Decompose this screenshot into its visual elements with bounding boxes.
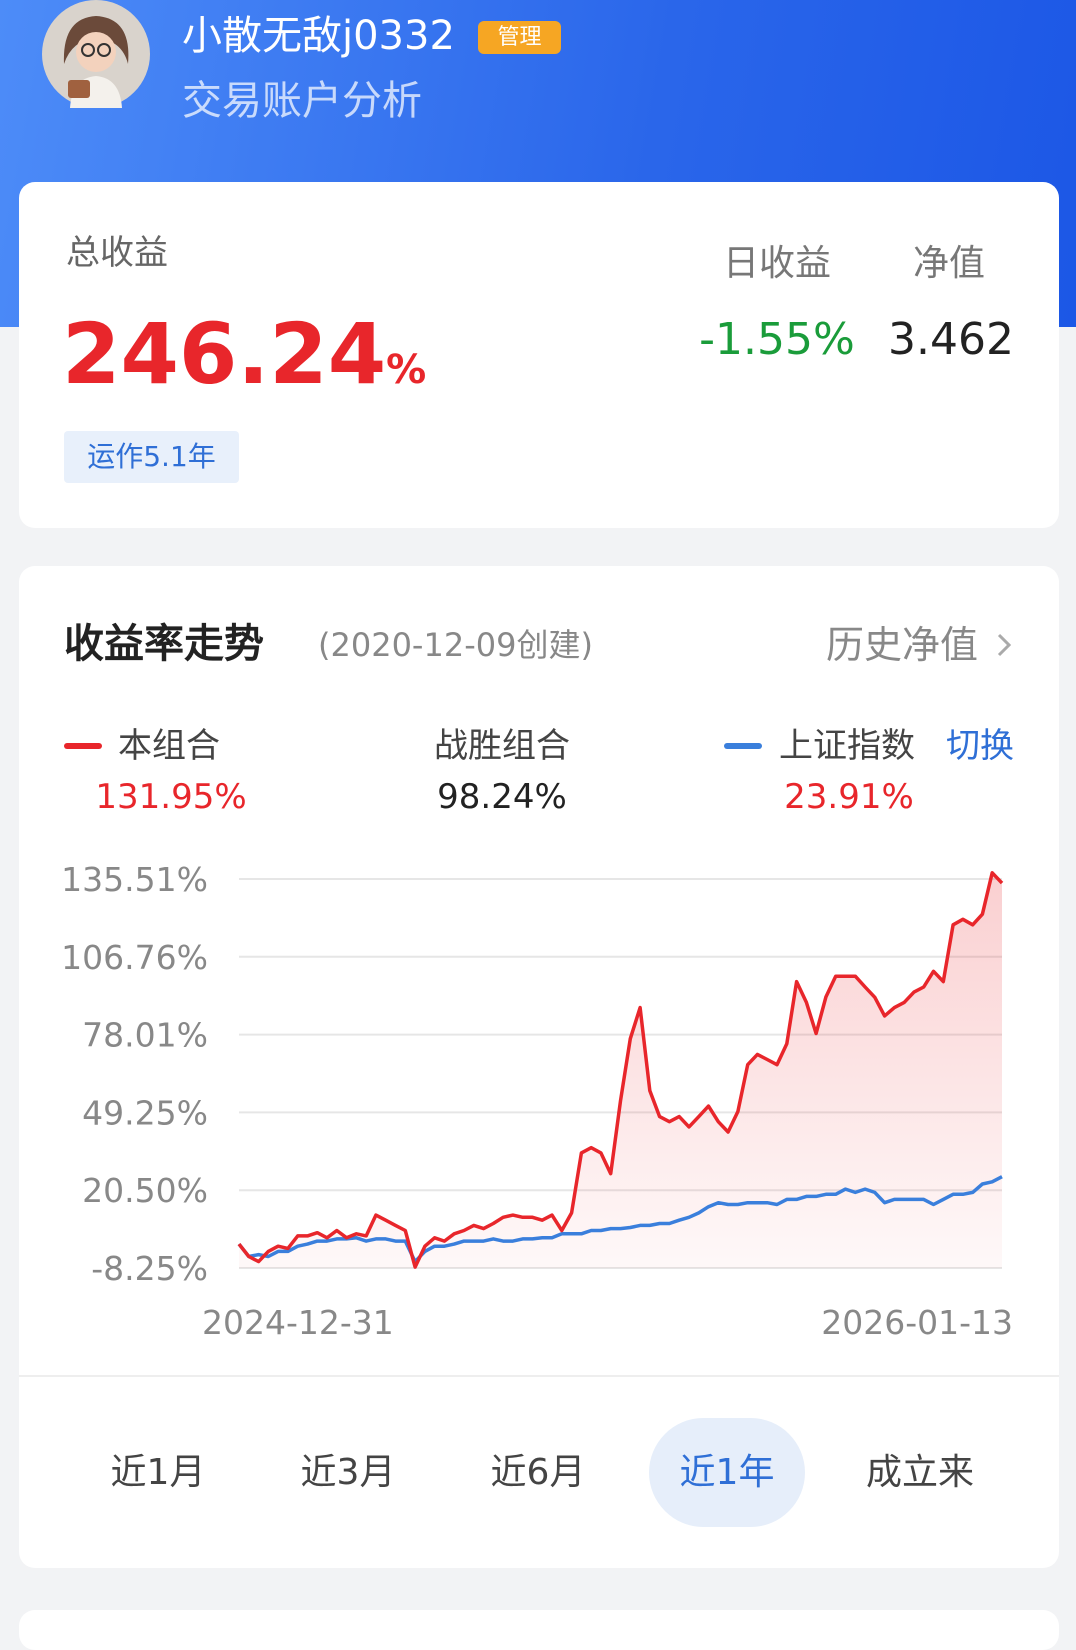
y-tick-label: -8.25%	[91, 1249, 208, 1288]
total-return: 246.24%	[62, 312, 426, 396]
total-label: 总收益	[66, 233, 168, 273]
divider	[19, 1375, 1059, 1377]
y-tick-label: 49.25%	[82, 1093, 208, 1132]
tab-highlight	[649, 1418, 805, 1527]
series-line	[237, 871, 1004, 1269]
legend-name: 上证指数	[779, 726, 915, 766]
area-fill	[239, 872, 1002, 1268]
y-tick-label: 106.76%	[61, 938, 208, 977]
tab[interactable]: 近1年	[679, 1452, 775, 1493]
legend-name: 本组合	[118, 726, 220, 766]
avatar[interactable]	[42, 0, 150, 108]
y-tick-label: 78.01%	[82, 1016, 208, 1055]
x-tick-label: 2026-01-13	[821, 1303, 1013, 1342]
chevron	[997, 633, 1012, 657]
subtitle: 交易账户分析	[182, 78, 422, 124]
series-line	[237, 1175, 1003, 1264]
age-tag: 运作5.1年	[64, 431, 239, 483]
legend-swatch	[64, 743, 102, 749]
beat-value: 98.24%	[437, 777, 567, 817]
legend-value: 23.91%	[784, 777, 914, 817]
tab[interactable]: 近1月	[110, 1452, 206, 1493]
legend-value: 131.95%	[95, 777, 247, 817]
badge: 管理	[478, 21, 561, 54]
beat-label: 战胜组合	[434, 726, 570, 766]
nav-label: 净值	[912, 243, 986, 284]
daily-label: 日收益	[722, 243, 832, 284]
trend-title: 收益率走势	[64, 621, 264, 667]
total-unit: %	[386, 347, 427, 393]
y-tick-label: 20.50%	[82, 1171, 208, 1210]
switch-link[interactable]: 切换	[946, 726, 1014, 766]
tab[interactable]: 近6月	[490, 1452, 586, 1493]
nav: 3.462	[888, 314, 1014, 365]
x-tick-label: 2024-12-31	[202, 1303, 394, 1342]
history-link[interactable]: 历史净值	[825, 623, 978, 667]
created-date: (2020-12-09创建)	[318, 626, 593, 664]
total-number: 246.24	[62, 305, 387, 403]
tab[interactable]: 成立来	[865, 1452, 975, 1493]
legend-swatch	[724, 743, 762, 749]
daily-return: -1.55%	[699, 314, 855, 365]
tab[interactable]: 近3月	[300, 1452, 396, 1493]
y-tick-label: 135.51%	[61, 860, 208, 899]
username: 小散无敌j0332	[182, 13, 455, 59]
